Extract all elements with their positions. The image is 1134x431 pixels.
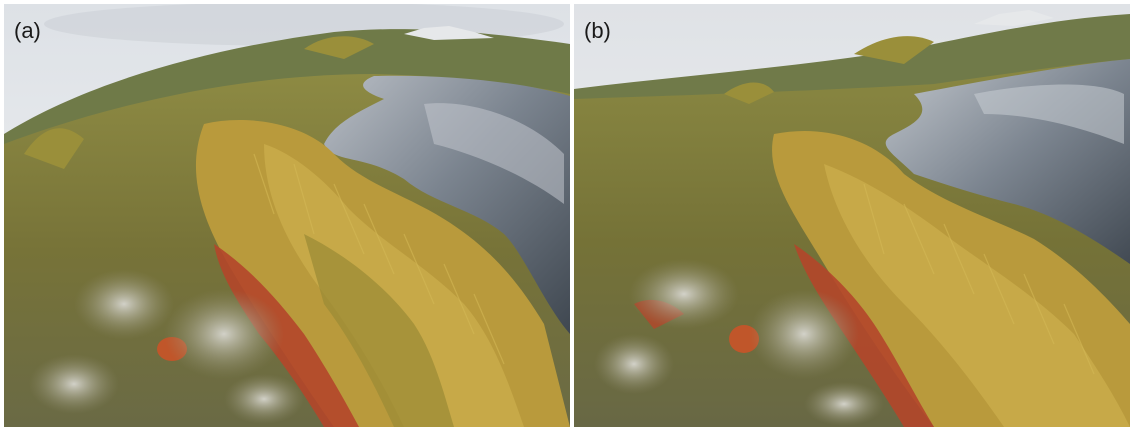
- tundra-pond-photo-b: [574, 4, 1130, 427]
- tundra-pond-photo-a: [4, 4, 570, 427]
- photo-panel-a: (a): [4, 4, 570, 427]
- panel-label-a: (a): [14, 18, 41, 43]
- photo-panel-b: (b): [574, 4, 1130, 427]
- panel-label-b: (b): [584, 18, 611, 43]
